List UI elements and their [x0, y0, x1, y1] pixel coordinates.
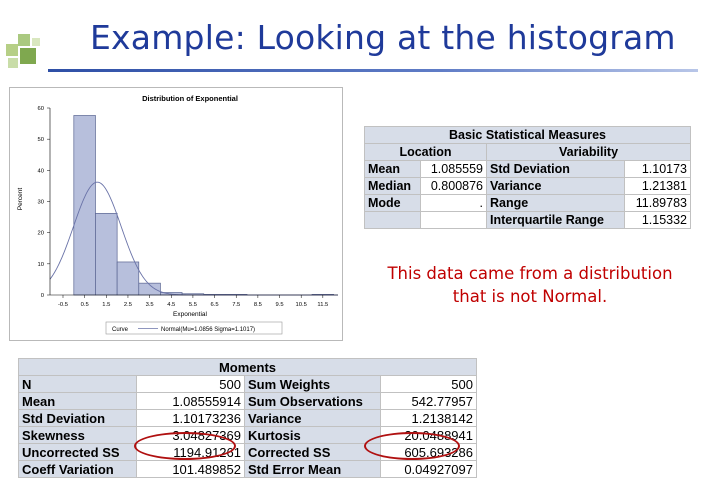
moment-label: Kurtosis [244, 426, 381, 444]
table-row: N 500 Sum Weights 500 [18, 375, 477, 393]
moment-label: Std Deviation [18, 409, 137, 427]
moment-value: 1.08555914 [136, 392, 245, 410]
moments-caption: Moments [18, 358, 477, 376]
x-tick-label: 7.5 [232, 302, 240, 308]
moment-label: Uncorrected SS [18, 443, 137, 461]
stat-value: 1.21381 [624, 177, 691, 195]
moment-label: Skewness [18, 426, 137, 444]
x-tick-label: 8.5 [254, 302, 262, 308]
table-row: Mode . Range 11.89783 [364, 194, 691, 212]
x-tick-label: 11.5 [317, 302, 328, 308]
moment-value: 101.489852 [136, 460, 245, 478]
x-tick-label: 4.5 [167, 302, 175, 308]
moment-value: 500 [136, 375, 245, 393]
histogram-bar [95, 212, 118, 296]
moment-label: Sum Weights [244, 375, 381, 393]
legend-curve-label: Curve [112, 327, 129, 333]
basic-stats-caption: Basic Statistical Measures [364, 126, 691, 144]
chart-title: Distribution of Exponential [142, 94, 238, 103]
y-axis-label: Percent [17, 188, 24, 211]
stat-label: Std Deviation [486, 160, 625, 178]
x-tick-label: 5.5 [189, 302, 197, 308]
table-row: Median 0.800876 Variance 1.21381 [364, 177, 691, 195]
stat-label: Mean [364, 160, 421, 178]
stat-value: . [420, 194, 487, 212]
x-tick-label: 9.5 [276, 302, 284, 308]
table-row: Mean 1.085559 Std Deviation 1.10173 [364, 160, 691, 178]
moment-value: 0.04927097 [380, 460, 477, 478]
x-tick-label: 6.5 [211, 302, 219, 308]
y-tick-label: 40 [38, 168, 44, 174]
moment-value: 500 [380, 375, 477, 393]
x-tick-label: -0.5 [58, 302, 68, 308]
stat-label: Range [486, 194, 625, 212]
y-tick-label: 50 [38, 137, 44, 143]
y-tick-label: 20 [38, 231, 44, 237]
stat-label [364, 211, 421, 229]
moment-label: Mean [18, 392, 137, 410]
x-axis-label: Exponential [173, 311, 208, 318]
skewness-highlight-ellipse [134, 432, 236, 460]
stat-value: 0.800876 [420, 177, 487, 195]
moment-label: Corrected SS [244, 443, 381, 461]
stat-value: 1.10173 [624, 160, 691, 178]
note-line-2: that is not Normal. [452, 287, 608, 306]
y-tick-label: 30 [38, 200, 44, 206]
legend-text: Normal(Mu=1.0856 Sigma=1.1017) [161, 327, 255, 333]
moment-label: Variance [244, 409, 381, 427]
x-tick-label: 2.5 [124, 302, 132, 308]
table-row: Interquartile Range 1.15332 [364, 211, 691, 229]
histogram-chart: Distribution of Exponential Percent Expo… [17, 94, 338, 335]
stat-value: 1.15332 [624, 211, 691, 229]
moment-value: 1.2138142 [380, 409, 477, 427]
moment-label: Sum Observations [244, 392, 381, 410]
table-row: Mean 1.08555914 Sum Observations 542.779… [18, 392, 477, 410]
note-line-1: This data came from a distribution [387, 264, 673, 283]
moments-table: Moments N 500 Sum Weights 500 Mean 1.085… [18, 358, 477, 478]
moment-value: 1.10173236 [136, 409, 245, 427]
distribution-note: This data came from a distribution that … [360, 262, 700, 308]
histogram-figure: Distribution of Exponential Percent Expo… [9, 87, 343, 341]
y-tick-label: 10 [38, 262, 44, 268]
table-row: Coeff Variation 101.489852 Std Error Mea… [18, 460, 477, 478]
moment-label: Std Error Mean [244, 460, 381, 478]
title-underline [48, 69, 698, 72]
x-tick-label: 10.5 [296, 302, 307, 308]
moment-label: N [18, 375, 137, 393]
moment-value: 542.77957 [380, 392, 477, 410]
moment-label: Coeff Variation [18, 460, 137, 478]
slide-logo-icon [6, 34, 40, 68]
x-tick-label: 1.5 [102, 302, 110, 308]
x-tick-label: 3.5 [146, 302, 154, 308]
y-tick-label: 0 [41, 293, 44, 299]
location-header: Location [364, 143, 487, 161]
variability-header: Variability [486, 143, 691, 161]
stat-label: Variance [486, 177, 625, 195]
stat-label: Median [364, 177, 421, 195]
x-tick-label: 0.5 [81, 302, 89, 308]
table-row: Std Deviation 1.10173236 Variance 1.2138… [18, 409, 477, 427]
kurtosis-highlight-ellipse [364, 432, 460, 460]
stat-value: 1.085559 [420, 160, 487, 178]
stat-value: 11.89783 [624, 194, 691, 212]
stat-value [420, 211, 487, 229]
y-tick-label: 60 [38, 106, 44, 112]
slide-title: Example: Looking at the histogram [90, 18, 676, 57]
histogram-bar [116, 261, 140, 296]
chart-legend: Curve Normal(Mu=1.0856 Sigma=1.1017) [105, 321, 283, 335]
basic-stats-table: Basic Statistical Measures Location Vari… [364, 126, 691, 229]
stat-label: Interquartile Range [486, 211, 625, 229]
stat-label: Mode [364, 194, 421, 212]
histogram-bar [73, 115, 96, 296]
